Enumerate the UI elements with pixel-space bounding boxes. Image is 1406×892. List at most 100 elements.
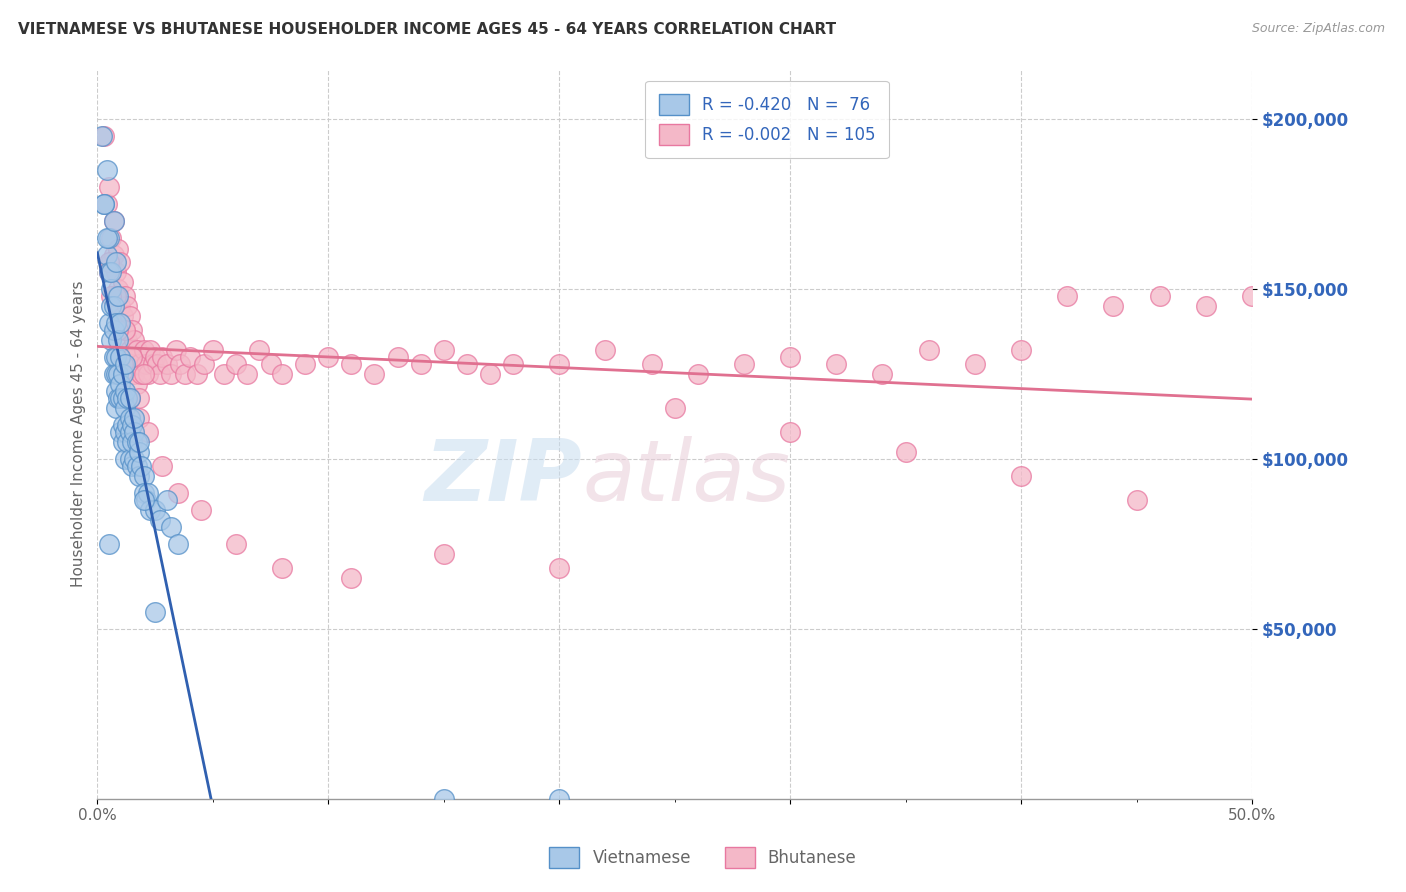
Point xyxy=(107,282,129,296)
Point xyxy=(167,537,190,551)
Point xyxy=(136,368,159,382)
Text: Source: ZipAtlas.com: Source: ZipAtlas.com xyxy=(1251,22,1385,36)
Point xyxy=(340,357,363,371)
Point xyxy=(1195,299,1218,313)
Point xyxy=(1010,469,1032,483)
Point xyxy=(190,503,212,517)
Point xyxy=(97,180,120,194)
Point xyxy=(129,458,152,473)
Point xyxy=(110,316,132,330)
Point xyxy=(114,384,136,399)
Text: atlas: atlas xyxy=(582,436,790,519)
Point xyxy=(103,214,125,228)
Point xyxy=(118,425,141,439)
Point xyxy=(121,435,143,450)
Point xyxy=(686,368,709,382)
Point xyxy=(103,350,125,364)
Point xyxy=(169,357,191,371)
Point xyxy=(640,357,662,371)
Point xyxy=(409,357,432,371)
Point xyxy=(894,445,917,459)
Point xyxy=(114,357,136,371)
Point xyxy=(111,368,134,382)
Point xyxy=(214,368,236,382)
Point xyxy=(548,791,571,805)
Point xyxy=(779,425,801,439)
Point xyxy=(1056,289,1078,303)
Point xyxy=(121,350,143,364)
Point xyxy=(97,255,120,269)
Point xyxy=(143,503,166,517)
Point xyxy=(174,368,197,382)
Point xyxy=(186,368,208,382)
Point xyxy=(104,265,127,279)
Point xyxy=(114,323,136,337)
Point xyxy=(114,289,136,303)
Point xyxy=(114,323,136,337)
Point xyxy=(111,391,134,405)
Point xyxy=(1149,289,1171,303)
Point xyxy=(110,425,132,439)
Point xyxy=(225,537,247,551)
Point xyxy=(93,129,115,144)
Point xyxy=(733,357,755,371)
Point xyxy=(160,368,183,382)
Point xyxy=(128,357,150,371)
Point xyxy=(128,435,150,450)
Point xyxy=(225,357,247,371)
Point xyxy=(128,469,150,483)
Point xyxy=(111,310,134,324)
Point xyxy=(135,492,157,507)
Point xyxy=(117,418,139,433)
Point xyxy=(118,411,141,425)
Point xyxy=(165,343,187,358)
Text: ZIP: ZIP xyxy=(425,436,582,519)
Point xyxy=(100,299,122,313)
Point xyxy=(142,357,165,371)
Point xyxy=(107,391,129,405)
Point xyxy=(100,231,122,245)
Point xyxy=(103,214,125,228)
Point xyxy=(121,323,143,337)
Point xyxy=(201,343,224,358)
Point xyxy=(150,350,173,364)
Point xyxy=(104,401,127,416)
Point xyxy=(124,333,146,347)
Text: VIETNAMESE VS BHUTANESE HOUSEHOLDER INCOME AGES 45 - 64 YEARS CORRELATION CHART: VIETNAMESE VS BHUTANESE HOUSEHOLDER INCO… xyxy=(18,22,837,37)
Point xyxy=(104,368,127,382)
Point xyxy=(97,537,120,551)
Point xyxy=(433,343,456,358)
Point xyxy=(103,323,125,337)
Point xyxy=(143,350,166,364)
Point xyxy=(595,343,617,358)
Point xyxy=(918,343,941,358)
Point xyxy=(117,435,139,450)
Y-axis label: Householder Income Ages 45 - 64 years: Householder Income Ages 45 - 64 years xyxy=(72,280,86,587)
Point xyxy=(143,605,166,619)
Point xyxy=(100,333,122,347)
Point xyxy=(117,333,139,347)
Point xyxy=(179,350,201,364)
Point xyxy=(103,248,125,262)
Point xyxy=(136,425,159,439)
Point xyxy=(96,197,118,211)
Point xyxy=(117,299,139,313)
Point xyxy=(129,368,152,382)
Point xyxy=(167,486,190,500)
Point xyxy=(104,289,127,303)
Point xyxy=(664,401,686,416)
Point xyxy=(114,452,136,467)
Point xyxy=(121,357,143,371)
Point xyxy=(110,255,132,269)
Point xyxy=(193,357,215,371)
Point xyxy=(110,350,132,364)
Point xyxy=(294,357,316,371)
Point xyxy=(107,242,129,256)
Point xyxy=(111,418,134,433)
Point xyxy=(825,357,848,371)
Point xyxy=(110,299,132,313)
Point xyxy=(114,401,136,416)
Legend: R = -0.420   N =  76, R = -0.002   N = 105: R = -0.420 N = 76, R = -0.002 N = 105 xyxy=(645,80,889,159)
Point xyxy=(118,310,141,324)
Point xyxy=(128,391,150,405)
